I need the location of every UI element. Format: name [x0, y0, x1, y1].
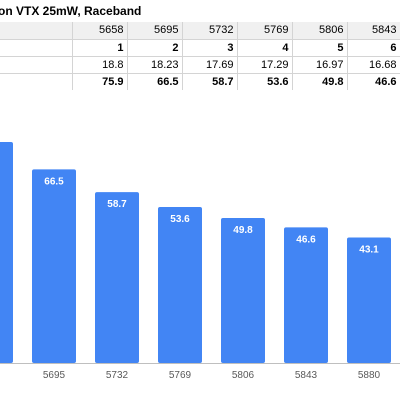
data-label-5880: 43.1 — [359, 245, 379, 256]
table-cell[interactable]: 3 — [182, 39, 238, 57]
data-label-5843: 46.6 — [296, 234, 316, 245]
table-cell[interactable]: 16.68 — [347, 56, 400, 74]
table-cell[interactable]: 5695 — [127, 22, 183, 40]
table-cell[interactable] — [0, 56, 73, 74]
x-tick-label-5732: 5732 — [106, 370, 129, 381]
table-cell[interactable]: 4 — [237, 39, 293, 57]
table-cell[interactable]: 5658 — [72, 22, 128, 40]
bar-5880[interactable] — [347, 237, 391, 363]
bar-5658[interactable] — [0, 142, 13, 363]
bar-chart-canvas: 66.5 5695 58.7 5732 53.6 5769 49.8 5806 46.6 5843… — [0, 142, 400, 381]
data-label-5806: 49.8 — [233, 225, 253, 236]
table-cell[interactable]: 5769 — [237, 22, 293, 40]
x-tick-label-5695: 5695 — [43, 370, 66, 381]
table-cell[interactable] — [0, 22, 73, 40]
table-cell[interactable]: 18.8 — [72, 56, 128, 74]
table-cell[interactable]: 18.23 — [127, 56, 183, 74]
table-cell[interactable]: 53.6 — [237, 73, 293, 91]
table-cell[interactable]: 17.29 — [237, 56, 293, 74]
x-tick-label-5769: 5769 — [169, 370, 192, 381]
table-row-percent: 75.9 66.5 58.7 53.6 49.8 46.6 — [0, 73, 400, 91]
table-cell[interactable]: 66.5 — [127, 73, 183, 91]
bar-5695[interactable] — [32, 169, 76, 363]
table-cell[interactable]: 17.69 — [182, 56, 238, 74]
table-cell[interactable] — [0, 73, 73, 91]
data-label-5769: 53.6 — [170, 214, 190, 225]
data-label-5695: 66.5 — [44, 176, 64, 187]
table-cell[interactable]: 5806 — [292, 22, 348, 40]
bar-5732[interactable] — [95, 192, 139, 363]
table-cell[interactable]: 5 — [292, 39, 348, 57]
data-label-5732: 58.7 — [107, 199, 127, 210]
bar-5769[interactable] — [158, 206, 202, 363]
spreadsheet-area: on VTX 25mW, Raceband 5658 5695 5732 576… — [0, 0, 400, 102]
bar-5806[interactable] — [221, 218, 265, 363]
bar-5843[interactable] — [284, 227, 328, 363]
x-tick-label-5880: 5880 — [358, 370, 381, 381]
table-row-frequency: 5658 5695 5732 5769 5806 5843 — [0, 22, 400, 40]
table-cell[interactable]: 75.9 — [72, 73, 128, 91]
table-cell[interactable] — [0, 39, 73, 57]
table-cell[interactable]: 6 — [347, 39, 400, 57]
sheet-title-row[interactable]: on VTX 25mW, Raceband — [0, 0, 400, 23]
table-cell[interactable]: 16.97 — [292, 56, 348, 74]
table-cell[interactable]: 58.7 — [182, 73, 238, 91]
table-cell[interactable]: 1 — [72, 39, 128, 57]
table-cell[interactable]: 46.6 — [347, 73, 400, 91]
x-tick-label-5843: 5843 — [295, 370, 318, 381]
table-row-values: 18.8 18.23 17.69 17.29 16.97 16.68 — [0, 56, 400, 74]
data-table: 5658 5695 5732 5769 5806 5843 1 2 3 4 5 … — [0, 22, 400, 91]
table-cell[interactable]: 5732 — [182, 22, 238, 40]
table-row-rank: 1 2 3 4 5 6 — [0, 39, 400, 57]
bar-chart[interactable]: 66.5 5695 58.7 5732 53.6 5769 49.8 5806 46.6 5843… — [0, 101, 400, 400]
table-cell[interactable]: 2 — [127, 39, 183, 57]
sheet-title: on VTX 25mW, Raceband — [0, 4, 142, 18]
table-cell[interactable]: 5843 — [347, 22, 400, 40]
x-tick-label-5806: 5806 — [232, 370, 255, 381]
table-cell[interactable]: 49.8 — [292, 73, 348, 91]
